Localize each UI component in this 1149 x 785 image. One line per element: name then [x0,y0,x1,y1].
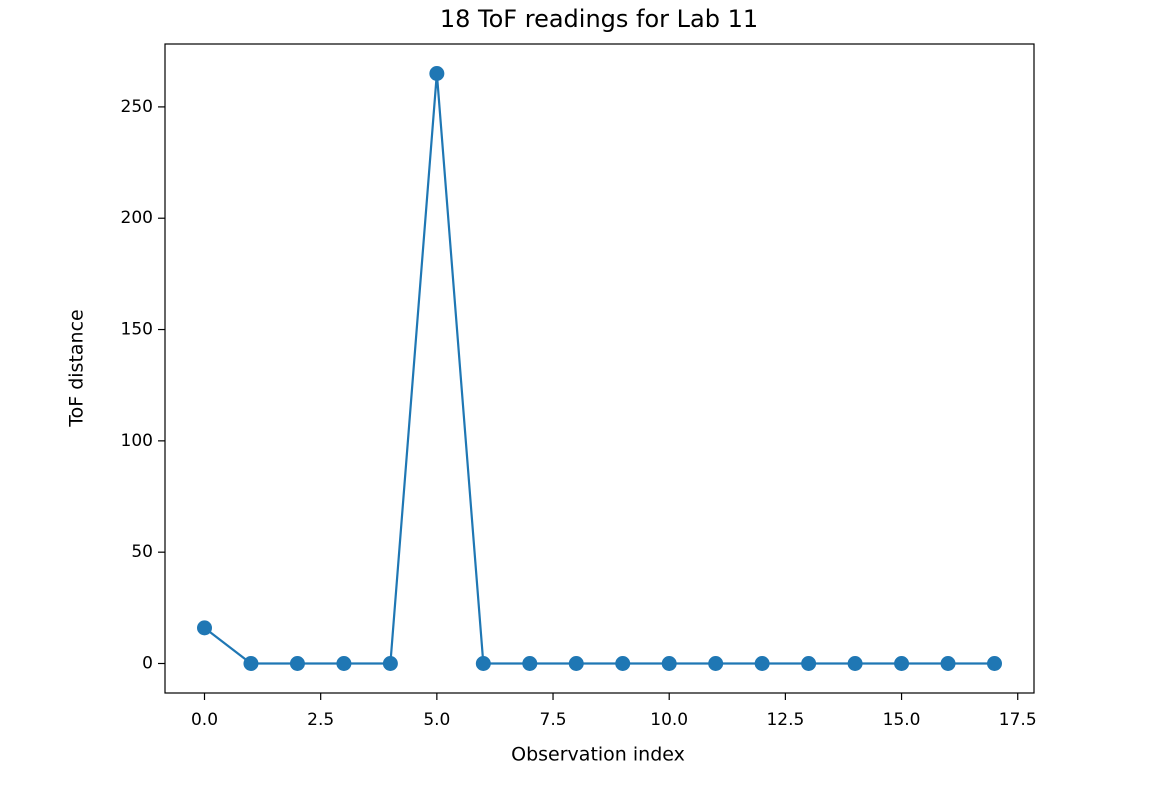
y-tick-label: 200 [121,208,153,228]
data-point [289,656,305,671]
y-axis-label: ToF distance [66,309,88,427]
data-point [708,656,724,671]
data-point [429,66,445,81]
data-point [243,656,259,671]
data-point [987,656,1002,671]
x-tick-label: 5.0 [423,710,450,730]
y-tick-label: 150 [121,320,153,340]
data-point [940,656,956,671]
data-line [203,73,995,665]
data-point [847,656,863,671]
x-tick-label: 10.0 [650,710,688,730]
data-point [615,656,631,671]
x-tick-label: 2.5 [307,710,334,730]
data-point [522,656,538,671]
x-tick-label: 7.5 [540,710,567,730]
data-point [801,656,817,671]
data-point [382,656,398,671]
data-point [754,656,770,671]
x-tick-label: 12.5 [766,710,804,730]
plot-frame [164,43,1035,694]
data-point [661,656,677,671]
chart-title: 18 ToF readings for Lab 11 [440,5,758,33]
data-point [197,620,212,636]
x-tick-label: 15.0 [883,710,921,730]
y-tick-label: 100 [121,431,153,451]
x-axis-label: Observation index [511,744,685,766]
data-point [475,656,491,671]
y-tick-label: 50 [131,542,153,562]
y-tick-label: 250 [121,97,153,117]
data-point [568,656,584,671]
x-tick-label: 0.0 [191,710,218,730]
data-point [894,656,910,671]
x-tick-label: 17.5 [999,710,1037,730]
y-tick-label: 0 [142,654,153,674]
data-point [336,656,352,671]
